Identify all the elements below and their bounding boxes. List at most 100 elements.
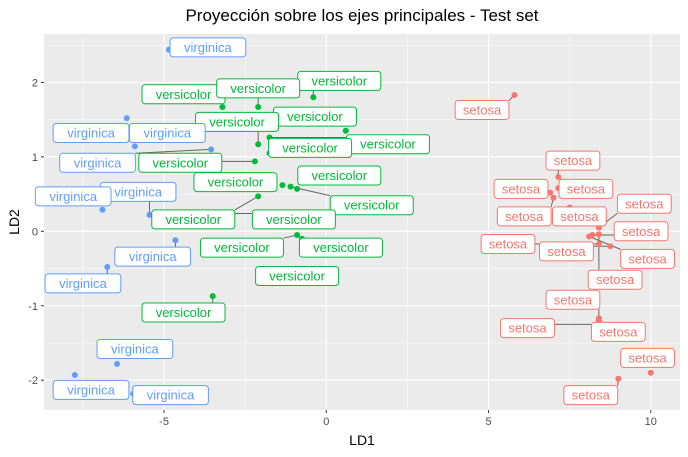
point-virginica bbox=[172, 237, 179, 244]
label-box bbox=[251, 209, 336, 230]
label-text: setosa bbox=[554, 292, 593, 307]
point-virginica bbox=[131, 143, 138, 150]
label-box bbox=[199, 237, 284, 258]
label-virginica: virginica bbox=[99, 181, 177, 202]
label-versicolor: versicolor bbox=[195, 111, 280, 132]
label-setosa: setosa bbox=[480, 233, 536, 254]
label-text: versicolor bbox=[156, 305, 212, 320]
label-box bbox=[132, 385, 209, 406]
point-versicolor bbox=[219, 103, 226, 110]
point-versicolor bbox=[279, 182, 286, 189]
label-virginica: virginica bbox=[132, 385, 209, 406]
label-text: virginica bbox=[67, 126, 115, 141]
label-setosa: setosa bbox=[545, 150, 601, 171]
label-box bbox=[169, 37, 247, 58]
label-text: setosa bbox=[547, 244, 586, 259]
label-box bbox=[128, 123, 206, 144]
label-box bbox=[480, 233, 536, 254]
point-versicolor bbox=[255, 103, 262, 110]
label-text: versicolor bbox=[360, 137, 416, 152]
label-text: virginica bbox=[67, 382, 115, 397]
label-text: virginica bbox=[111, 341, 159, 356]
label-box bbox=[255, 265, 340, 286]
x-tick-label: 0 bbox=[323, 416, 329, 428]
label-box bbox=[138, 152, 223, 173]
label-virginica: virginica bbox=[52, 123, 130, 144]
label-text: virginica bbox=[129, 249, 177, 264]
label-versicolor: versicolor bbox=[298, 237, 383, 258]
label-text: setosa bbox=[489, 236, 528, 251]
point-versicolor bbox=[294, 232, 301, 239]
y-tick-label: -1 bbox=[28, 301, 38, 313]
label-text: versicolor bbox=[209, 114, 265, 129]
label-setosa: setosa bbox=[500, 318, 555, 339]
label-versicolor: versicolor bbox=[138, 152, 223, 173]
label-text: setosa bbox=[625, 196, 664, 211]
label-versicolor: versicolor bbox=[272, 106, 357, 127]
x-tick-label: 5 bbox=[485, 416, 491, 428]
label-text: virginica bbox=[143, 126, 191, 141]
label-setosa: setosa bbox=[558, 178, 614, 199]
label-text: versicolor bbox=[282, 140, 338, 155]
label-text: setosa bbox=[572, 388, 611, 403]
label-text: virginica bbox=[59, 276, 107, 291]
label-setosa: setosa bbox=[613, 221, 669, 242]
label-versicolor: versicolor bbox=[199, 237, 284, 258]
label-versicolor: versicolor bbox=[141, 84, 226, 105]
point-virginica bbox=[146, 211, 153, 218]
label-box bbox=[151, 209, 236, 230]
label-text: virginica bbox=[147, 388, 195, 403]
label-text: setosa bbox=[502, 181, 541, 196]
label-text: versicolor bbox=[208, 175, 264, 190]
leader-line bbox=[588, 236, 621, 250]
chart-title: Proyección sobre los ejes principales - … bbox=[185, 6, 538, 25]
label-box bbox=[545, 150, 601, 171]
label-box bbox=[620, 248, 675, 269]
label-text: versicolor bbox=[214, 240, 270, 255]
point-versicolor bbox=[342, 127, 349, 134]
label-box bbox=[44, 273, 122, 294]
label-box bbox=[34, 186, 112, 207]
label-virginica: virginica bbox=[128, 123, 206, 144]
label-box bbox=[329, 195, 414, 216]
label-versicolor: versicolor bbox=[345, 134, 430, 155]
point-versicolor bbox=[209, 293, 216, 300]
label-text: versicolor bbox=[311, 168, 367, 183]
label-box bbox=[552, 206, 607, 227]
point-setosa bbox=[586, 233, 593, 240]
label-text: setosa bbox=[596, 272, 635, 287]
label-setosa: setosa bbox=[493, 178, 549, 199]
label-box bbox=[558, 178, 614, 199]
label-text: setosa bbox=[554, 153, 593, 168]
label-setosa: setosa bbox=[563, 385, 619, 406]
y-tick-label: -2 bbox=[28, 375, 38, 387]
point-setosa bbox=[547, 189, 554, 196]
leader-line bbox=[135, 148, 212, 154]
label-versicolor: versicolor bbox=[151, 209, 236, 230]
label-versicolor: versicolor bbox=[255, 265, 340, 286]
label-virginica: virginica bbox=[96, 338, 174, 359]
label-box bbox=[96, 338, 174, 359]
label-text: versicolor bbox=[266, 212, 322, 227]
point-versicolor bbox=[255, 141, 262, 148]
label-box bbox=[616, 193, 672, 214]
label-text: versicolor bbox=[165, 212, 221, 227]
label-box bbox=[114, 246, 192, 267]
point-versicolor bbox=[310, 94, 317, 101]
label-text: versicolor bbox=[152, 155, 208, 170]
label-box bbox=[216, 78, 301, 99]
label-text: versicolor bbox=[230, 81, 286, 96]
label-box bbox=[613, 221, 669, 242]
label-setosa: setosa bbox=[620, 347, 675, 368]
point-setosa bbox=[595, 231, 602, 238]
label-versicolor: versicolor bbox=[297, 165, 382, 186]
label-text: versicolor bbox=[313, 240, 369, 255]
label-box bbox=[545, 289, 601, 310]
label-text: setosa bbox=[508, 321, 547, 336]
point-virginica bbox=[99, 206, 106, 213]
point-setosa bbox=[595, 240, 602, 247]
label-box bbox=[59, 152, 136, 173]
label-versicolor: versicolor bbox=[251, 209, 336, 230]
